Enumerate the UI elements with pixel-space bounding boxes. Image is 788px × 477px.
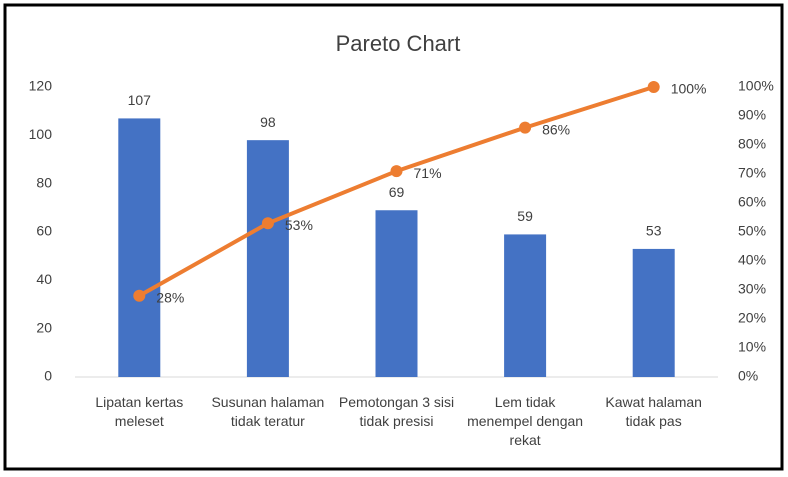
x-tick-label: Lipatan kertas meleset [95,394,184,429]
bar [246,140,289,377]
y-tick-label: 40 [36,271,52,287]
y2-tick-label: 0% [738,368,758,384]
y2-tick-label: 100% [738,78,774,94]
y2-tick-label: 90% [738,107,766,123]
x-tick-label: Susunan halaman tidak teratur [211,394,325,429]
y-tick-label: 120 [29,78,53,94]
bar-value-label: 69 [389,184,405,200]
y-tick-label: 60 [36,223,52,239]
line-value-label: 28% [156,290,184,306]
line-marker [647,81,660,93]
bar-value-label: 59 [517,208,533,224]
line-value-label: 71% [414,165,442,181]
bar [118,118,161,378]
line-value-label: 100% [671,81,707,97]
line-marker [261,217,274,230]
line-marker [390,165,403,178]
y-tick-label: 20 [36,319,52,335]
y2-tick-label: 10% [738,339,766,355]
bar [504,234,547,377]
line-value-label: 53% [285,217,313,233]
y2-tick-label: 70% [738,165,766,181]
x-tick-label: Pemotongan 3 sisi tidak presisi [338,394,455,429]
line-marker [133,289,146,302]
y2-tick-label: 60% [738,194,766,210]
bar-value-label: 53 [646,223,662,239]
y2-tick-label: 30% [738,281,766,297]
y2-tick-label: 50% [738,223,766,239]
x-tick-label: Lem tidak menempel dengan rekat [467,394,584,448]
line-value-label: 86% [542,121,570,137]
y2-tick-label: 80% [738,136,766,152]
y-tick-label: 80 [36,174,52,190]
line-marker [519,121,532,134]
y-tick-label: 0 [44,368,52,384]
bar-value-label: 98 [260,114,276,130]
chart-title: Pareto Chart [336,31,461,56]
x-tick-label: Kawat halaman tidak pas [605,394,702,429]
y2-tick-label: 20% [738,310,766,326]
bar-value-label: 107 [128,92,152,108]
bar [632,248,675,377]
y-tick-label: 100 [29,126,53,142]
bar [375,210,418,377]
y2-tick-label: 40% [738,252,766,268]
